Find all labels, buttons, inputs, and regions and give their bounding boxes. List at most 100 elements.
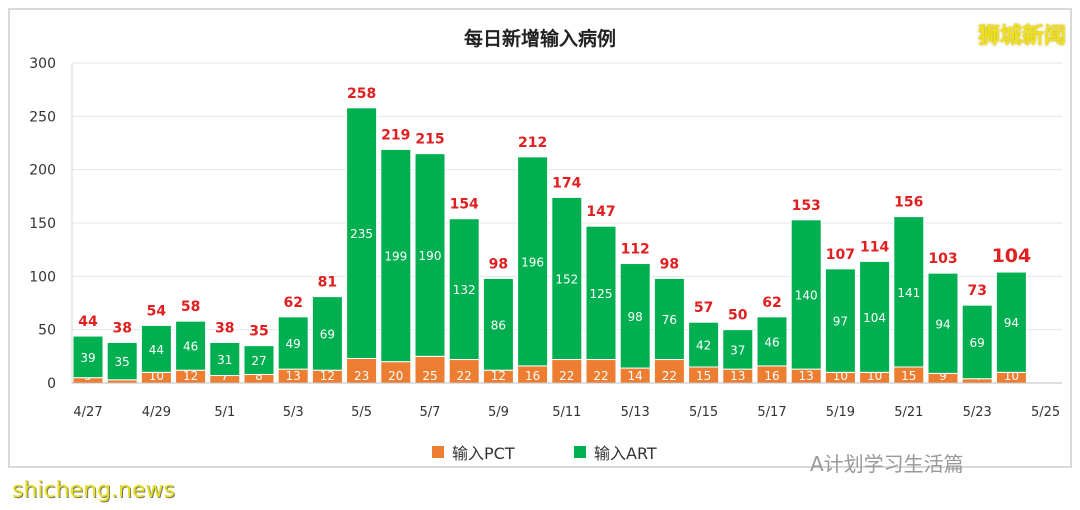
data-label-pct: 8 xyxy=(255,369,263,383)
bar-art xyxy=(277,316,309,370)
data-label-art: 132 xyxy=(453,283,476,297)
data-label-art: 69 xyxy=(320,327,335,341)
data-label-pct: 22 xyxy=(559,369,574,383)
data-label-pct: 13 xyxy=(286,369,301,383)
data-label-pct: 20 xyxy=(388,369,403,383)
total-label: 147 xyxy=(586,204,615,220)
x-tick-label: 5/5 xyxy=(351,405,372,420)
y-tick-label: 300 xyxy=(29,56,56,72)
data-label-art: 46 xyxy=(764,335,779,349)
data-label-art: 49 xyxy=(286,337,301,351)
data-label-art: 190 xyxy=(419,249,442,263)
y-tick-label: 150 xyxy=(29,216,56,232)
data-label-art: 46 xyxy=(183,340,198,354)
data-label-pct: 22 xyxy=(662,369,677,383)
bar-art xyxy=(859,260,891,373)
data-label-art: 42 xyxy=(696,339,711,353)
data-label-art: 39 xyxy=(80,351,95,365)
total-label: 57 xyxy=(694,300,713,316)
total-label: 54 xyxy=(147,303,167,319)
total-label: 219 xyxy=(381,127,410,143)
total-label: 50 xyxy=(728,308,748,324)
bar-art xyxy=(448,218,480,361)
data-label-art: 140 xyxy=(795,288,818,302)
data-label-art: 235 xyxy=(350,227,373,241)
legend-label-art: 输入ART xyxy=(594,444,657,463)
data-label-art: 35 xyxy=(115,355,130,369)
total-label: 104 xyxy=(992,245,1032,267)
data-label-art: 27 xyxy=(251,354,266,368)
data-label-art: 125 xyxy=(590,287,613,301)
data-label-art: 76 xyxy=(662,313,677,327)
total-label: 62 xyxy=(283,295,302,311)
site-watermark: shicheng.news xyxy=(12,478,175,503)
bar-pct xyxy=(346,357,378,384)
x-tick-label: 5/3 xyxy=(283,405,304,420)
legend-pct: 输入PCT xyxy=(432,440,515,464)
bar-art xyxy=(311,296,343,371)
total-label: 98 xyxy=(489,256,508,272)
data-label-pct: 15 xyxy=(696,369,711,383)
total-label: 38 xyxy=(112,320,131,336)
data-label-art: 94 xyxy=(1004,316,1019,330)
bar-art xyxy=(893,216,925,368)
data-label-pct: 22 xyxy=(593,369,608,383)
bar-art xyxy=(380,148,412,363)
legend-swatch-pct xyxy=(432,446,444,458)
bar-art xyxy=(517,156,549,367)
data-label-art: 86 xyxy=(491,318,506,332)
data-label-art: 152 xyxy=(555,272,578,286)
data-label-pct: 9 xyxy=(939,369,947,383)
data-label-pct: 14 xyxy=(628,369,643,383)
x-tick-label: 5/1 xyxy=(214,405,235,420)
bar-art xyxy=(243,345,275,375)
wechat-watermark: A计划学习生活篇 xyxy=(810,452,964,476)
data-label-art: 44 xyxy=(149,343,164,357)
total-label: 73 xyxy=(967,283,986,299)
total-label: 156 xyxy=(894,195,923,211)
total-label: 154 xyxy=(450,197,479,213)
bar-art xyxy=(653,277,685,361)
bar-art xyxy=(140,324,172,373)
total-label: 38 xyxy=(215,320,234,336)
bar-art xyxy=(346,107,378,359)
total-label: 98 xyxy=(660,256,679,272)
data-label-art: 97 xyxy=(833,315,848,329)
x-tick-label: 5/23 xyxy=(963,405,992,420)
x-tick-label: 5/19 xyxy=(826,405,855,420)
data-label-art: 98 xyxy=(628,310,643,324)
bar-art xyxy=(722,329,754,370)
y-tick-label: 0 xyxy=(47,376,56,392)
data-label-pct: 13 xyxy=(799,369,814,383)
x-tick-label: 5/21 xyxy=(894,405,923,420)
data-label-pct: 12 xyxy=(491,369,506,383)
bar-art xyxy=(414,153,446,357)
data-label-pct: 15 xyxy=(901,369,916,383)
bar-art xyxy=(175,320,207,371)
total-label: 112 xyxy=(621,242,650,258)
data-label-pct: 16 xyxy=(764,369,779,383)
bar-art xyxy=(995,271,1027,373)
total-label: 114 xyxy=(860,239,889,255)
total-label: 107 xyxy=(826,247,855,263)
total-label: 212 xyxy=(518,135,547,151)
x-tick-label: 5/25 xyxy=(1031,405,1060,420)
data-label-art: 141 xyxy=(897,286,920,300)
data-label-art: 104 xyxy=(863,311,886,325)
legend-art: 输入ART xyxy=(574,440,657,464)
data-label-art: 199 xyxy=(384,250,407,264)
data-label-pct: 13 xyxy=(730,369,745,383)
total-label: 258 xyxy=(347,86,376,102)
total-label: 215 xyxy=(415,132,444,148)
chart-title: 每日新增输入病例 xyxy=(463,28,616,50)
data-label-art: 31 xyxy=(217,353,232,367)
bar-art xyxy=(482,277,514,371)
x-tick-label: 5/17 xyxy=(757,405,786,420)
bar-pct xyxy=(414,355,446,384)
data-label-art: 94 xyxy=(935,317,950,331)
bar-art xyxy=(585,225,617,361)
data-label-pct: 12 xyxy=(320,369,335,383)
data-label-art: 37 xyxy=(730,343,745,357)
total-label: 81 xyxy=(318,275,337,291)
